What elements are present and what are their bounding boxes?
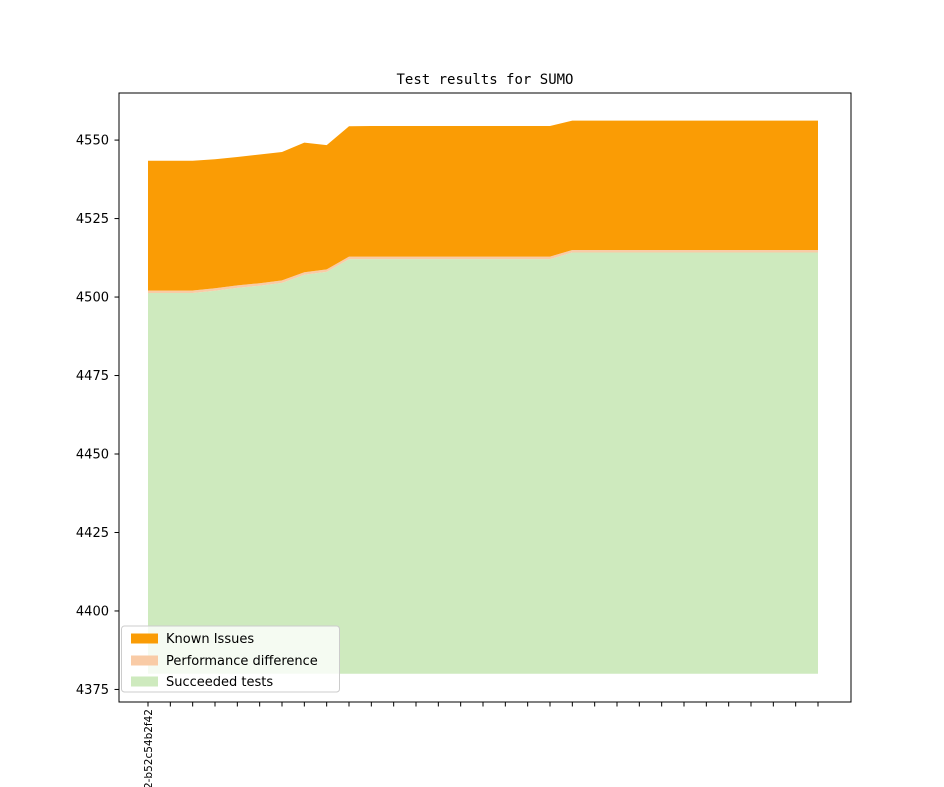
y-axis-tick-label: 4400 [76, 604, 109, 619]
legend-label-succeeded-tests: Succeeded tests [166, 675, 273, 690]
y-axis-tick-label: 4550 [76, 134, 109, 149]
y-axis-tick-label: 4475 [76, 369, 109, 384]
area-succeeded-tests [148, 252, 818, 674]
y-axis-tick-label: 4450 [76, 448, 109, 463]
y-axis-tick-label: 4425 [76, 526, 109, 541]
stacked-areas [148, 120, 818, 674]
legend-label-performance-difference: Performance difference [166, 654, 318, 669]
chart-title: Test results for SUMO [396, 72, 573, 88]
y-axis-ticks: 4375 4400 4425 4450 4475 4500 4525 4550 [76, 134, 119, 698]
y-axis-tick-label: 4525 [76, 212, 109, 227]
y-axis-tick-label: 4500 [76, 291, 109, 306]
legend-swatch-succeeded-tests [131, 676, 158, 687]
area-known-issues [148, 120, 818, 291]
legend-label-known-issues: Known Issues [166, 632, 254, 647]
legend-swatch-performance-difference [131, 655, 158, 666]
area-performance-difference [148, 250, 818, 293]
y-axis-tick-label: 4375 [76, 683, 109, 698]
legend: Known Issues Performance difference Succ… [121, 625, 340, 693]
x-axis-ticks [147, 702, 819, 707]
x-axis-tick-label: 2-b52c54b2f42 [143, 709, 155, 787]
legend-swatch-known-issues [131, 633, 158, 644]
plot-border [118, 92, 852, 703]
legend-box [121, 625, 340, 693]
